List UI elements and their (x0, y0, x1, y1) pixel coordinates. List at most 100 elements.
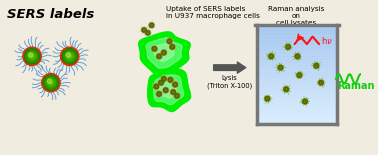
Circle shape (143, 29, 146, 31)
Circle shape (266, 98, 268, 99)
Circle shape (172, 91, 174, 93)
Circle shape (28, 53, 33, 57)
Circle shape (314, 64, 318, 67)
Circle shape (142, 28, 146, 32)
Circle shape (270, 56, 272, 57)
Circle shape (163, 87, 169, 93)
Circle shape (319, 81, 322, 84)
Circle shape (268, 54, 274, 59)
Circle shape (150, 24, 153, 27)
Circle shape (286, 45, 290, 49)
Circle shape (299, 74, 300, 76)
Circle shape (160, 81, 163, 84)
Circle shape (153, 48, 156, 50)
Circle shape (23, 47, 41, 66)
Circle shape (48, 80, 54, 86)
Circle shape (44, 76, 57, 89)
Circle shape (155, 85, 158, 88)
Circle shape (66, 53, 73, 60)
Circle shape (297, 56, 298, 57)
Polygon shape (259, 49, 335, 53)
Polygon shape (259, 37, 335, 40)
Circle shape (173, 82, 177, 87)
Circle shape (165, 89, 166, 91)
Circle shape (25, 49, 40, 64)
Circle shape (45, 77, 57, 89)
Circle shape (175, 94, 179, 98)
Circle shape (285, 88, 287, 90)
Circle shape (320, 82, 322, 83)
Polygon shape (259, 84, 335, 87)
Circle shape (163, 51, 165, 54)
Circle shape (163, 52, 164, 53)
Circle shape (157, 92, 161, 96)
Circle shape (314, 63, 319, 69)
Circle shape (49, 81, 53, 85)
Circle shape (161, 76, 167, 82)
Circle shape (65, 52, 74, 61)
Circle shape (158, 80, 164, 85)
Polygon shape (259, 71, 335, 75)
Circle shape (25, 50, 39, 63)
Circle shape (171, 46, 174, 48)
Circle shape (47, 79, 52, 84)
Circle shape (158, 56, 160, 57)
Circle shape (267, 98, 268, 99)
Circle shape (151, 25, 152, 26)
Circle shape (157, 54, 161, 58)
Polygon shape (259, 97, 335, 100)
Circle shape (168, 40, 170, 42)
Circle shape (62, 49, 77, 64)
Circle shape (163, 78, 165, 80)
Circle shape (146, 31, 149, 34)
Circle shape (69, 56, 70, 57)
Polygon shape (154, 44, 174, 61)
Polygon shape (259, 27, 335, 30)
Text: Raman analysis
on
cell lysates: Raman analysis on cell lysates (268, 6, 325, 26)
Polygon shape (259, 110, 335, 113)
Circle shape (50, 82, 51, 83)
Polygon shape (146, 38, 182, 68)
Circle shape (65, 51, 75, 62)
Circle shape (172, 91, 175, 94)
Circle shape (145, 30, 150, 35)
Circle shape (302, 99, 308, 104)
Circle shape (265, 96, 270, 101)
Circle shape (170, 45, 174, 49)
Circle shape (175, 94, 179, 97)
Circle shape (152, 47, 156, 51)
Circle shape (154, 84, 158, 89)
Circle shape (315, 65, 318, 67)
Circle shape (147, 32, 149, 33)
Circle shape (50, 81, 52, 84)
Circle shape (162, 51, 166, 54)
Circle shape (304, 100, 306, 103)
Circle shape (28, 52, 36, 61)
Circle shape (318, 80, 324, 85)
Polygon shape (259, 119, 335, 122)
Circle shape (270, 55, 272, 58)
Circle shape (174, 83, 176, 86)
Circle shape (160, 82, 162, 84)
Circle shape (158, 93, 160, 95)
Circle shape (167, 39, 172, 43)
Circle shape (269, 54, 273, 58)
Circle shape (265, 97, 270, 101)
Circle shape (298, 73, 301, 77)
Polygon shape (259, 68, 335, 71)
Circle shape (159, 56, 160, 57)
Circle shape (297, 56, 298, 57)
Polygon shape (259, 75, 335, 78)
Polygon shape (139, 32, 190, 75)
Circle shape (163, 78, 164, 80)
Polygon shape (259, 62, 335, 65)
Polygon shape (259, 81, 335, 84)
Circle shape (171, 90, 175, 94)
Circle shape (164, 88, 168, 92)
Circle shape (278, 65, 283, 70)
Circle shape (164, 89, 167, 92)
Circle shape (174, 83, 177, 86)
Circle shape (159, 81, 163, 85)
Circle shape (46, 78, 56, 88)
Circle shape (284, 86, 289, 92)
